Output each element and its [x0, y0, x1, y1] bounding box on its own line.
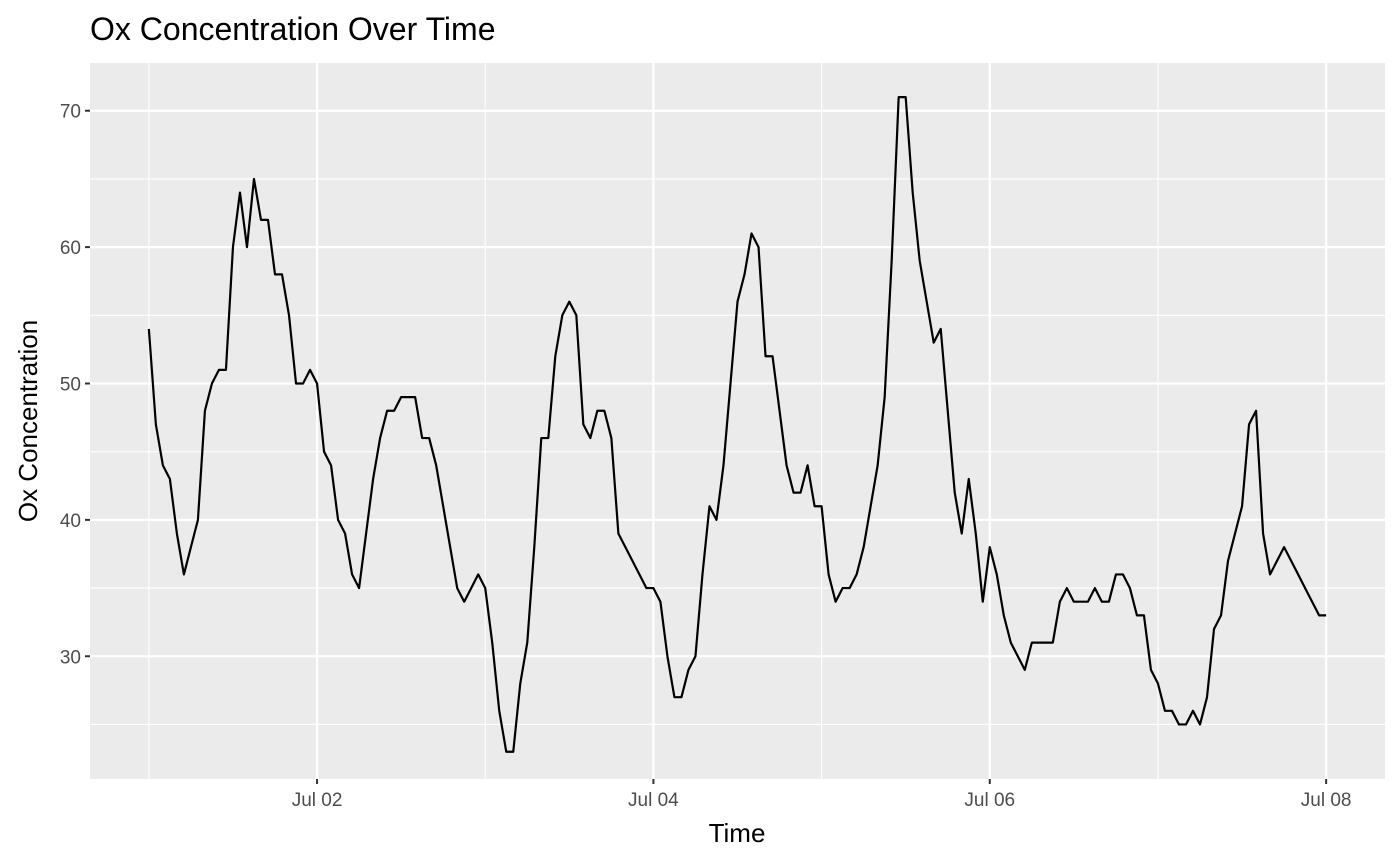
- x-tick-label: Jul 02: [292, 790, 343, 811]
- minor-grid: [90, 63, 1385, 779]
- ox-concentration-line: [147, 96, 1327, 753]
- x-tick-label: Jul 04: [628, 790, 679, 811]
- x-tick-label: Jul 08: [1301, 790, 1352, 811]
- y-tick-label: 60: [60, 238, 81, 259]
- y-tick-label: 70: [60, 102, 81, 123]
- y-tick-label: 50: [60, 374, 81, 395]
- y-tick-label: 30: [60, 647, 81, 668]
- chart-title: Ox Concentration Over Time: [90, 11, 495, 47]
- x-tick-label: Jul 06: [964, 790, 1015, 811]
- y-axis: 30 40 50 60 70: [60, 102, 90, 668]
- x-axis-title: Time: [709, 818, 766, 848]
- plot-panel: [90, 63, 1385, 779]
- y-tick-label: 40: [60, 511, 81, 532]
- x-axis: Jul 02 Jul 04 Jul 06 Jul 08: [292, 779, 1352, 811]
- y-axis-title: Ox Concentration: [13, 320, 43, 522]
- major-grid: [90, 63, 1385, 779]
